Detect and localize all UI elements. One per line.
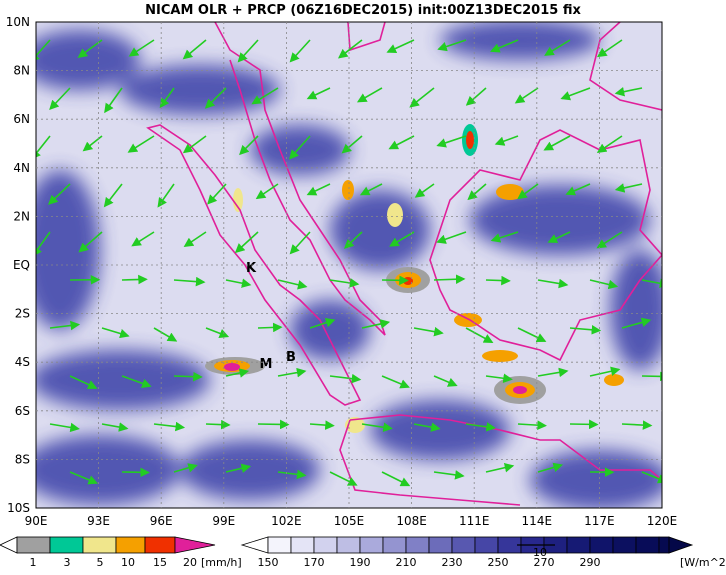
olr-tick-label: 250 (488, 556, 509, 569)
lon-label: 90E (25, 514, 48, 528)
olr-tick-label: 290 (580, 556, 601, 569)
olr-tick-label: 190 (350, 556, 371, 569)
lon-label: 105E (334, 514, 365, 528)
wind-arrow (258, 327, 281, 328)
lon-label: 96E (150, 514, 173, 528)
precip-tick-label: 15 (153, 556, 167, 569)
wind-arrow (122, 279, 146, 280)
lat-label: 10N (6, 15, 30, 29)
lon-label: 93E (87, 514, 110, 528)
place-label: K (246, 261, 257, 276)
olr-tick-label: 270 (534, 556, 555, 569)
lon-label: 117E (584, 514, 615, 528)
precip-tick-label: 1 (30, 556, 37, 569)
olr-unit: [W/m^2] (680, 556, 726, 569)
precip-tick-label: 10 (121, 556, 135, 569)
wind-arrow (434, 279, 464, 280)
lat-label: 6N (13, 112, 30, 126)
lon-label: 120E (647, 514, 678, 528)
lat-label: 8S (15, 452, 30, 466)
lat-label: 8N (13, 64, 30, 78)
precip-colorbar (0, 537, 215, 553)
place-label: M (260, 357, 273, 372)
olr-tick-label: 210 (396, 556, 417, 569)
olr-tick-label: 150 (258, 556, 279, 569)
olr-colorbar (242, 537, 692, 553)
lon-label: 108E (396, 514, 427, 528)
lat-label: 6S (15, 404, 30, 418)
wind-arrow (174, 376, 201, 377)
wind-arrow (642, 376, 668, 377)
lat-label: 2S (15, 307, 30, 321)
lon-label: 111E (459, 514, 490, 528)
precip-tick-label: 20 (183, 556, 197, 569)
place-label: B (286, 350, 296, 365)
precip-tick-label: 5 (97, 556, 104, 569)
lat-label: EQ (13, 258, 30, 272)
olr-tick-label: 170 (304, 556, 325, 569)
lat-label: 4S (15, 355, 30, 369)
wind-arrow (258, 424, 288, 425)
lon-label: 114E (522, 514, 553, 528)
olr-tick-label: 230 (442, 556, 463, 569)
lat-label: 2N (13, 209, 30, 223)
precip-tick-label: 3 (64, 556, 71, 569)
title: NICAM OLR + PRCP (06Z16DEC2015) init:00Z… (145, 3, 581, 18)
lat-label: 10S (7, 501, 30, 515)
wind-arrow (486, 280, 509, 281)
lon-label: 102E (271, 514, 302, 528)
precip-unit: [mm/h] (201, 556, 242, 569)
wind-arrow (206, 424, 229, 425)
lon-label: 99E (212, 514, 235, 528)
lat-label: 4N (13, 161, 30, 175)
